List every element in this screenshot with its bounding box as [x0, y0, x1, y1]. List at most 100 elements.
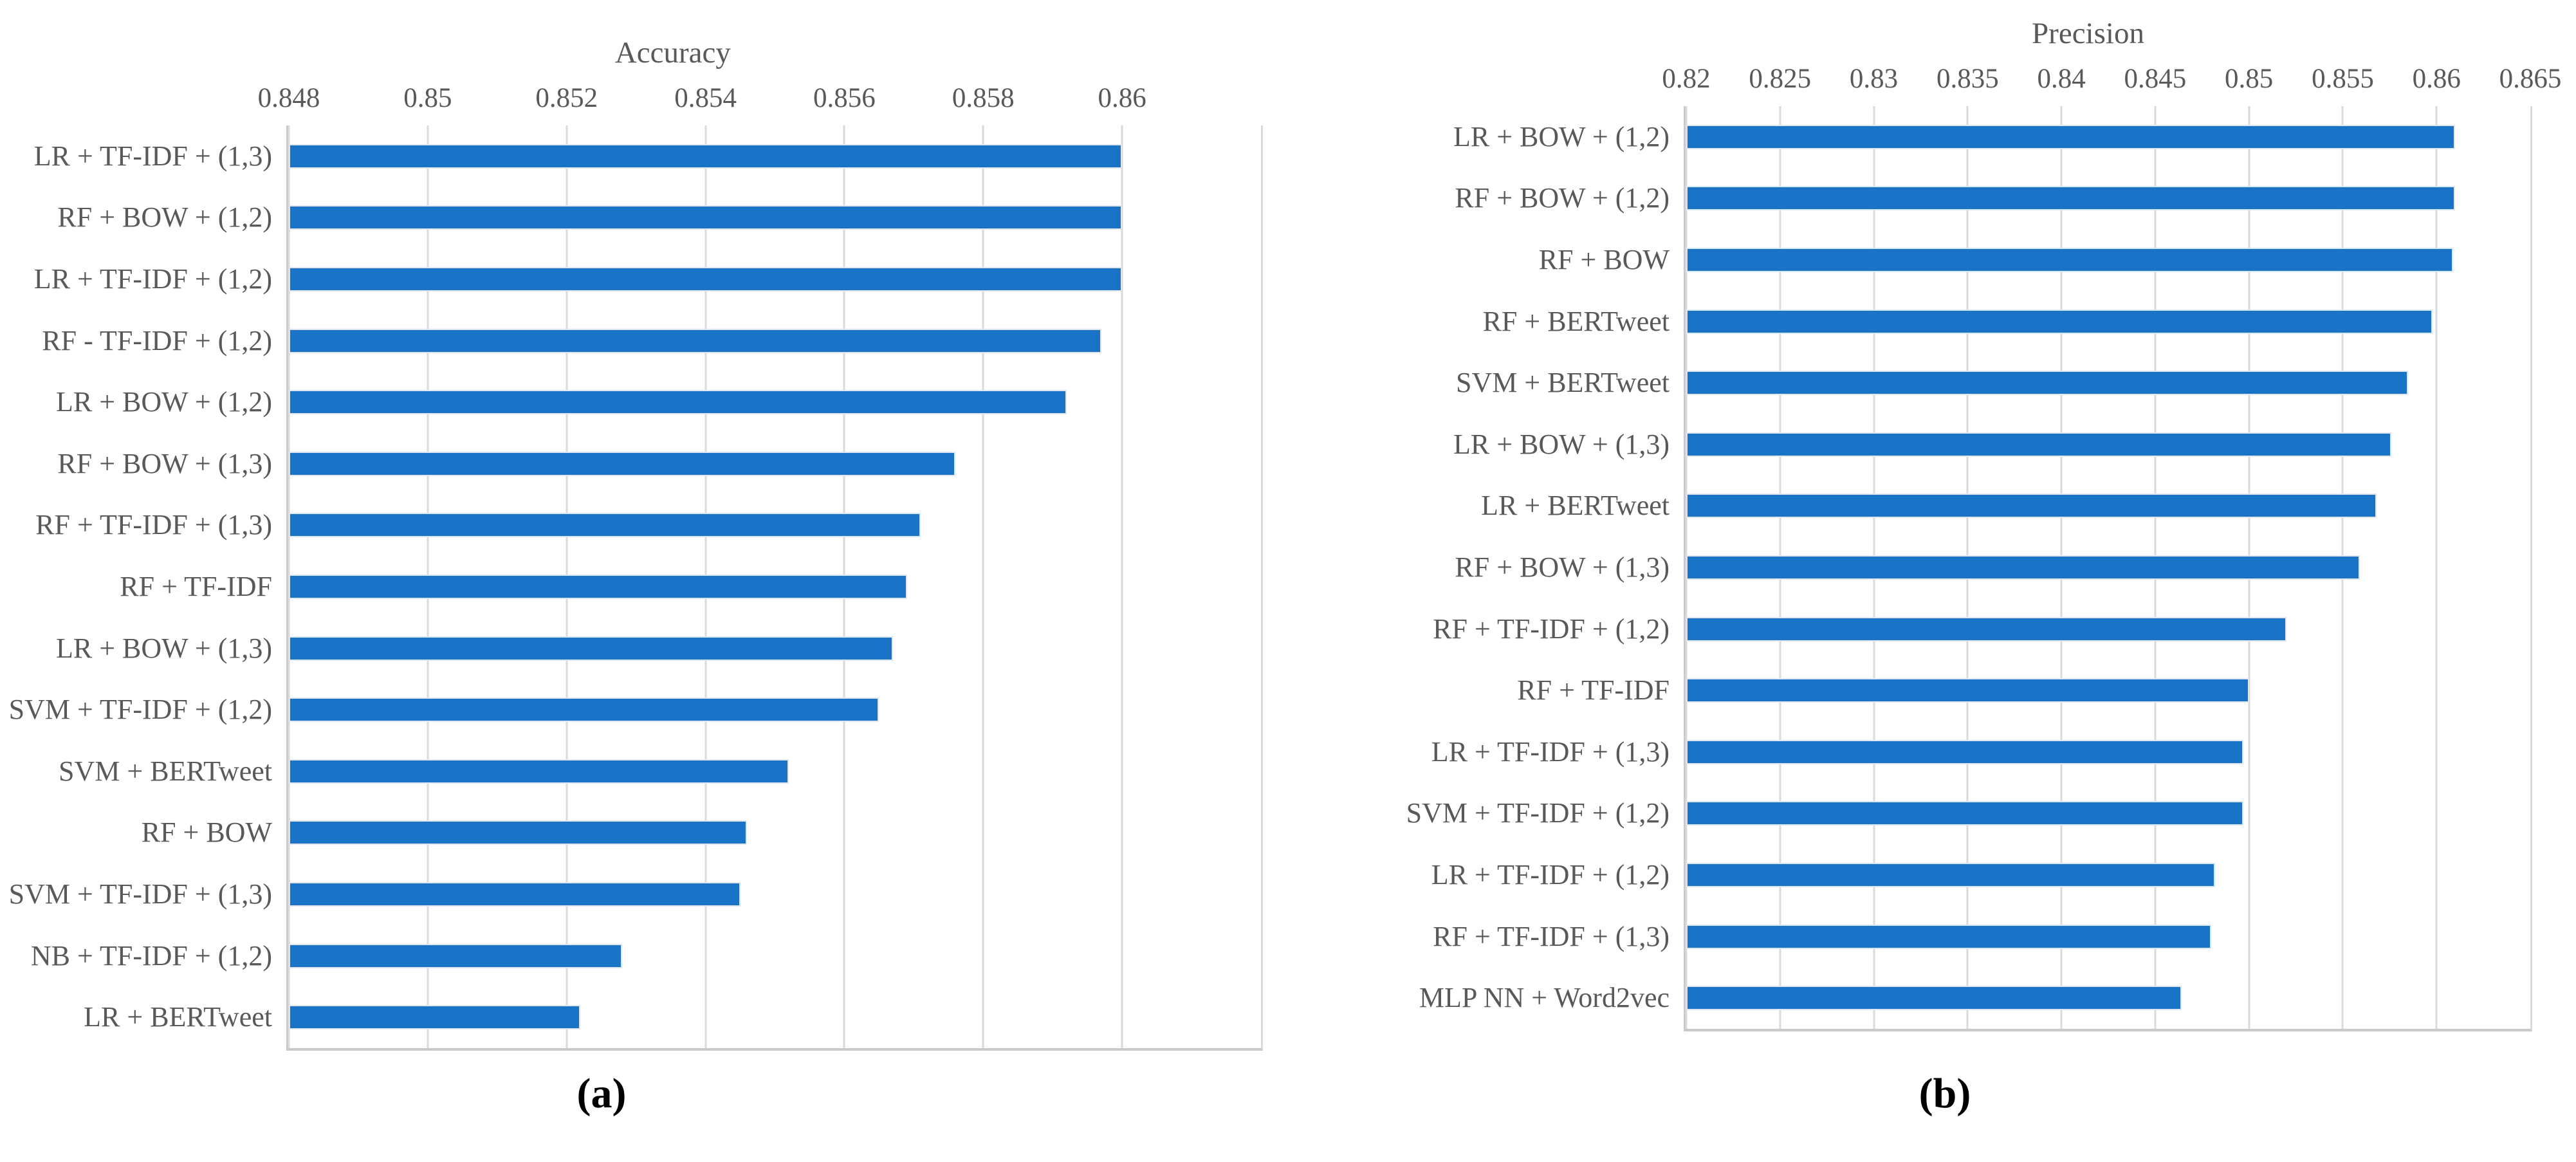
category-label: RF + TF-IDF + (1,3)	[1433, 920, 1670, 952]
value-bar	[1686, 986, 2182, 1011]
value-bar	[289, 759, 789, 784]
gridline	[1121, 125, 1123, 1048]
category-label: RF + TF-IDF + (1,2)	[1433, 613, 1670, 645]
x-tick-label: 0.825	[1749, 64, 1812, 94]
x-tick-label: 0.845	[2124, 64, 2187, 94]
value-bar	[1686, 616, 2286, 641]
bar-row: RF + BOW + (1,3)	[57, 433, 1261, 495]
value-bar	[1686, 862, 2216, 887]
bar-row: LR + TF-IDF + (1,3)	[1431, 721, 2530, 783]
bar-row: RF + TF-IDF + (1,3)	[35, 495, 1261, 557]
bar-row: RF + TF-IDF	[1517, 659, 2530, 721]
value-bar	[289, 451, 956, 476]
bar-row: RF + BOW + (1,3)	[1455, 537, 2530, 598]
x-tick-label: 0.82	[1662, 64, 1711, 94]
bar-rows: LR + BOW + (1,2) RF + BOW + (1,2) RF + BOW…	[1406, 106, 2530, 1029]
category-label: RF + BOW + (1,3)	[1455, 551, 1670, 583]
bar-row: LR + BOW + (1,2)	[1453, 106, 2530, 168]
category-label: RF + BOW	[1538, 243, 1670, 275]
value-bar	[1686, 739, 2243, 764]
bar-row: LR + BOW + (1,3)	[56, 618, 1261, 679]
caption-a: (a)	[576, 1070, 627, 1117]
chart-title: Accuracy	[614, 36, 731, 69]
bar-row: LR + TF-IDF + (1,3)	[34, 125, 1261, 187]
value-bar	[289, 881, 741, 907]
bar-row: SVM + TF-IDF + (1,3)	[9, 863, 1261, 925]
x-tick-label: 0.83	[1849, 64, 1899, 94]
value-bar	[289, 143, 1123, 169]
value-bar	[289, 390, 1067, 415]
value-bar	[1686, 371, 2409, 396]
bar-row: RF + TF-IDF	[120, 556, 1261, 618]
category-label: SVM + TF-IDF + (1,2)	[1406, 797, 1670, 829]
x-tick-label: 0.856	[813, 83, 876, 113]
category-label: RF + TF-IDF	[120, 570, 272, 602]
chart-title: Precision	[2032, 17, 2144, 50]
value-bar	[1686, 432, 2392, 457]
category-label: NB + TF-IDF + (1,2)	[30, 939, 272, 972]
value-bar	[289, 266, 1123, 291]
category-label: RF + BOW + (1,2)	[1455, 182, 1670, 214]
category-label: LR + BOW + (1,2)	[1453, 120, 1670, 152]
bar-row: LR + BERTweet	[1481, 475, 2530, 537]
category-label: SVM + TF-IDF + (1,2)	[8, 694, 272, 726]
category-label: LR + BERTweet	[1481, 490, 1670, 522]
value-bar	[289, 513, 921, 538]
value-bar	[1686, 247, 2454, 272]
value-bar	[289, 205, 1123, 230]
bar-row: LR + BOW + (1,3)	[1453, 414, 2530, 475]
value-bar	[1686, 924, 2212, 949]
bar-row: SVM + TF-IDF + (1,2)	[1406, 783, 2530, 845]
bar-row: LR + TF-IDF + (1,2)	[1431, 844, 2530, 906]
x-tick-label: 0.86	[2412, 64, 2461, 94]
x-tick-label: 0.852	[535, 83, 598, 113]
bar-row: LR + BERTweet	[84, 986, 1261, 1048]
x-tick-label: 0.848	[257, 83, 320, 113]
x-tick-label: 0.85	[2225, 64, 2274, 94]
category-label: RF + BOW	[141, 816, 272, 849]
value-bar	[1686, 309, 2433, 334]
value-bar	[289, 820, 748, 845]
category-label: SVM + TF-IDF + (1,3)	[8, 878, 272, 910]
category-label: LR + TF-IDF + (1,3)	[1431, 735, 1670, 768]
value-bar	[289, 1005, 581, 1030]
category-label: LR + TF-IDF + (1,3)	[33, 140, 272, 172]
category-label: RF + TF-IDF + (1,3)	[35, 509, 272, 541]
category-label: RF - TF-IDF + (1,2)	[42, 324, 272, 356]
bar-row: RF + BOW	[1539, 229, 2530, 291]
bar-row: RF + BOW	[142, 802, 1261, 864]
x-tick-label: 0.86	[1098, 83, 1146, 113]
gridline	[982, 125, 984, 1048]
category-label: LR + BOW + (1,2)	[55, 386, 272, 418]
bar-row: MLP NN + Word2vec	[1419, 967, 2530, 1029]
x-tick-label: 0.855	[2312, 64, 2374, 94]
value-bar	[1686, 493, 2377, 519]
bar-row: RF + BOW + (1,2)	[57, 187, 1261, 249]
bar-row: LR + BOW + (1,2)	[56, 371, 1261, 433]
bar-row: LR + TF-IDF + (1,2)	[34, 248, 1261, 310]
value-bar	[289, 328, 1101, 353]
bar-rows: LR + TF-IDF + (1,3) RF + BOW + (1,2) LR + …	[9, 125, 1261, 1048]
plot-area: Accuracy 0.848 0.85 0.852 0.854 0.856 0.858 0.…	[9, 38, 1263, 1051]
bar-row: SVM + BERTweet	[59, 741, 1261, 802]
bar-row: SVM + BERTweet	[1456, 352, 2530, 414]
category-label: RF + BOW + (1,3)	[57, 447, 272, 479]
x-tick-label: 0.854	[674, 83, 737, 113]
value-bar	[1686, 555, 2360, 580]
value-bar	[289, 574, 907, 599]
bar-row: SVM + TF-IDF + (1,2)	[9, 679, 1261, 741]
category-label: RF + BERTweet	[1482, 305, 1670, 337]
bar-row: NB + TF-IDF + (1,2)	[31, 925, 1261, 987]
value-bar	[1686, 124, 2456, 149]
value-bar	[289, 697, 879, 723]
caption-b: (b)	[1918, 1070, 1971, 1117]
bar-row: RF + BOW + (1,2)	[1455, 168, 2530, 230]
category-label: LR + BOW + (1,3)	[1453, 428, 1670, 460]
bar-row: RF + TF-IDF + (1,3)	[1433, 906, 2530, 968]
value-bar	[1686, 678, 2249, 703]
value-bar	[1686, 801, 2243, 826]
bar-row: RF + BERTweet	[1483, 291, 2530, 353]
x-tick-label: 0.865	[2499, 64, 2562, 94]
category-label: LR + BOW + (1,3)	[55, 632, 272, 664]
category-label: MLP NN + Word2vec	[1419, 982, 1670, 1014]
